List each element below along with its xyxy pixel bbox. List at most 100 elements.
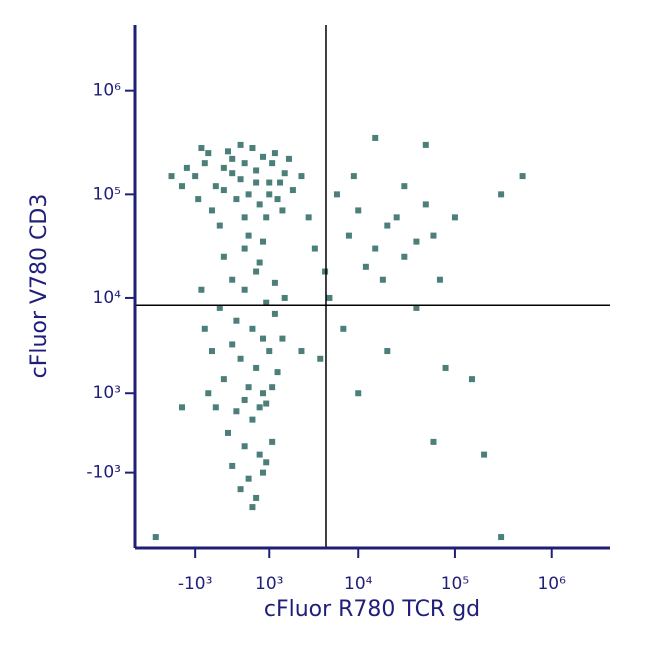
y-tick-label: 10³ (93, 383, 121, 403)
data-point (413, 238, 420, 245)
data-point (253, 268, 260, 275)
data-point (245, 475, 252, 482)
data-point (241, 286, 248, 293)
data-point (208, 207, 215, 214)
data-point (266, 348, 273, 355)
data-point (192, 173, 199, 180)
y-tick-label: 10⁵ (93, 184, 121, 204)
data-point (237, 355, 244, 362)
data-point (436, 276, 443, 283)
data-point (178, 183, 185, 190)
data-point (253, 179, 260, 186)
x-tick-label: 10⁵ (441, 574, 469, 594)
data-point (260, 335, 267, 342)
data-point (220, 187, 227, 194)
data-point (430, 232, 437, 239)
data-point (362, 263, 369, 270)
x-tick-label: 10⁶ (537, 574, 566, 594)
data-point (249, 504, 256, 511)
data-point (253, 364, 260, 371)
data-point (152, 534, 159, 541)
data-point (168, 173, 175, 180)
data-point (326, 294, 333, 301)
data-point (195, 196, 202, 203)
data-point (269, 384, 276, 391)
data-point (281, 170, 288, 177)
data-point (205, 150, 212, 157)
data-point (451, 214, 458, 221)
data-point (289, 187, 296, 194)
data-point (253, 167, 260, 174)
data-point (256, 259, 263, 266)
data-point (233, 408, 240, 415)
data-point (379, 276, 386, 283)
data-point (266, 179, 273, 186)
data-point (178, 404, 185, 411)
data-point (256, 404, 263, 411)
data-point (220, 376, 227, 383)
data-point (249, 144, 256, 151)
data-point (279, 335, 286, 342)
data-point (260, 153, 267, 160)
data-point (340, 325, 347, 332)
data-point (269, 160, 276, 167)
data-point (241, 396, 248, 403)
data-point (442, 364, 449, 371)
data-point (237, 141, 244, 148)
data-point (384, 222, 391, 229)
x-tick-label: 10⁴ (344, 574, 373, 594)
data-point (256, 451, 263, 458)
data-point (198, 286, 205, 293)
data-point (249, 325, 256, 332)
data-point (201, 325, 208, 332)
data-point (350, 173, 357, 180)
data-point (233, 196, 240, 203)
data-point (237, 176, 244, 183)
data-point (317, 355, 324, 362)
data-point (220, 164, 227, 171)
data-point (271, 150, 278, 157)
data-point (271, 310, 278, 317)
data-point (212, 404, 219, 411)
data-point (233, 317, 240, 324)
data-point (260, 238, 267, 245)
x-tick-label: 10³ (255, 574, 283, 594)
data-point (372, 134, 379, 141)
data-point (305, 214, 312, 221)
data-point (216, 304, 223, 311)
data-point (355, 207, 362, 214)
data-point (298, 173, 305, 180)
data-point (237, 486, 244, 493)
data-point (271, 279, 278, 286)
data-point (285, 155, 292, 162)
data-point (274, 196, 281, 203)
data-point (279, 207, 286, 214)
data-point (198, 144, 205, 151)
data-point (413, 304, 420, 311)
data-point (277, 179, 284, 186)
data-point (311, 245, 318, 252)
data-point (260, 390, 267, 397)
data-point (422, 141, 429, 148)
data-point (241, 160, 248, 167)
data-point (372, 245, 379, 252)
data-point (498, 534, 505, 541)
data-point (249, 416, 256, 423)
data-point (201, 160, 208, 167)
data-point (333, 191, 340, 198)
data-point (384, 348, 391, 355)
data-point (345, 232, 352, 239)
data-point (241, 245, 248, 252)
y-tick-label: 10⁶ (93, 81, 122, 101)
data-point (245, 191, 252, 198)
data-point (220, 253, 227, 260)
data-point (498, 191, 505, 198)
data-point (229, 462, 236, 469)
data-point (229, 170, 236, 177)
data-point (183, 164, 190, 171)
data-point (401, 183, 408, 190)
data-point (422, 201, 429, 208)
y-axis-title: cFluor V780 CD3 (27, 194, 52, 379)
data-point (269, 438, 276, 445)
